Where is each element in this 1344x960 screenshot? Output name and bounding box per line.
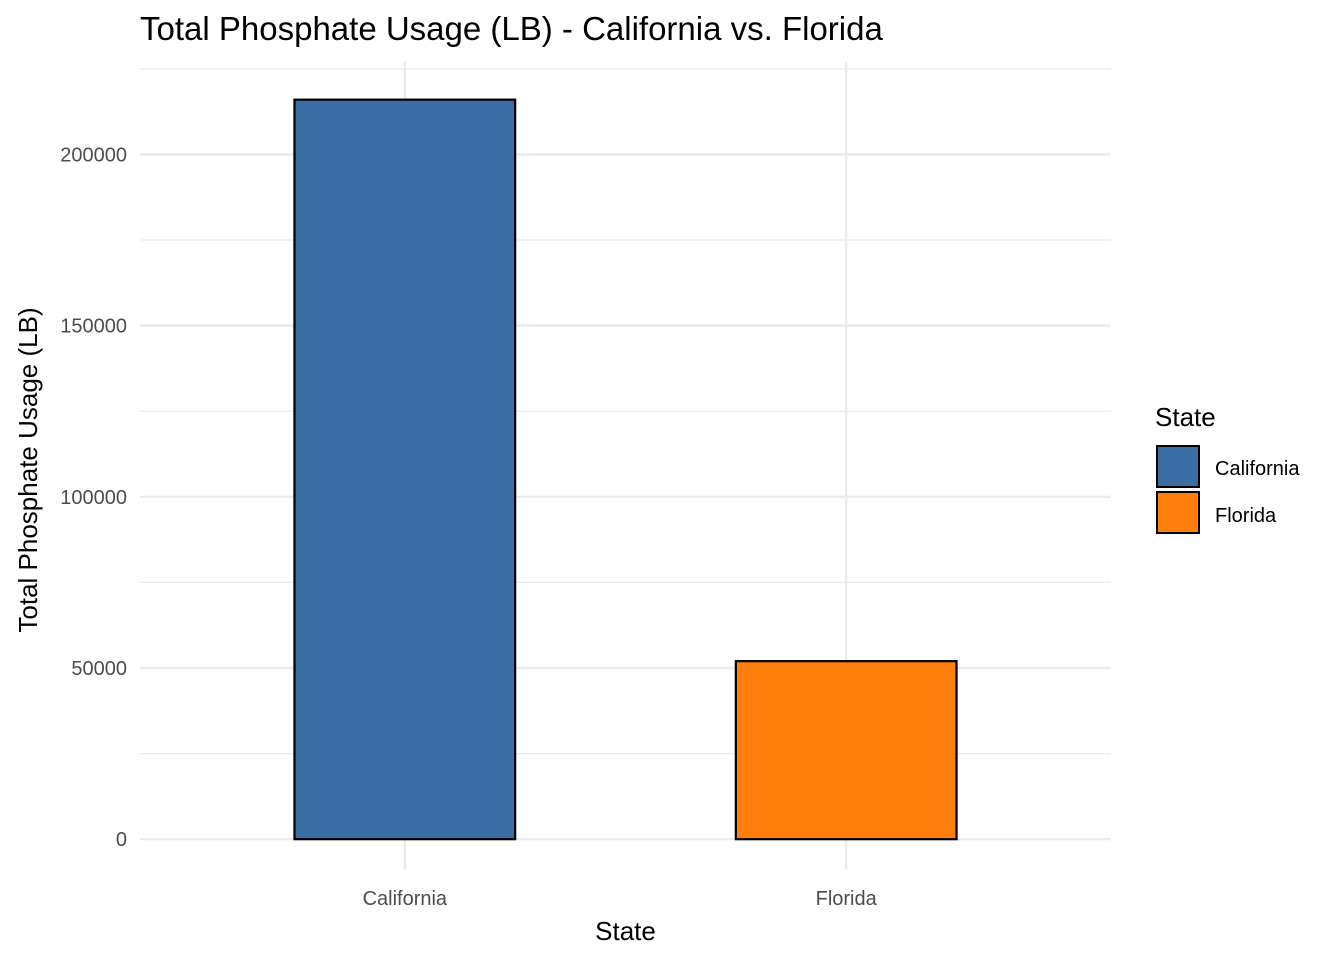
bar-florida <box>734 660 958 841</box>
y-tick-label: 50000 <box>71 658 127 680</box>
legend: State California Florida <box>1155 402 1300 534</box>
y-tick-label: 100000 <box>60 487 127 509</box>
x-tick-label-florida: Florida <box>816 888 878 910</box>
legend-swatch-california <box>1156 445 1200 488</box>
chart-title: Total Phosphate Usage (LB) - California … <box>140 10 883 47</box>
legend-title: State <box>1155 402 1216 432</box>
y-tick-label: 0 <box>116 829 127 851</box>
x-axis-title: State <box>595 916 656 946</box>
x-tick-label-california: California <box>363 888 448 910</box>
y-tick-label: 200000 <box>60 144 127 166</box>
x-axis-tick-labels: California Florida <box>363 888 878 910</box>
y-axis-tick-labels: 0 50000 100000 150000 200000 <box>60 144 127 851</box>
y-tick-label: 150000 <box>60 316 127 338</box>
bar-california <box>293 98 517 841</box>
legend-label-florida: Florida <box>1215 505 1277 527</box>
legend-swatch-florida <box>1156 491 1200 534</box>
legend-label-california: California <box>1215 458 1300 480</box>
bars <box>293 98 958 841</box>
y-axis-title: Total Phosphate Usage (LB) <box>13 307 43 632</box>
